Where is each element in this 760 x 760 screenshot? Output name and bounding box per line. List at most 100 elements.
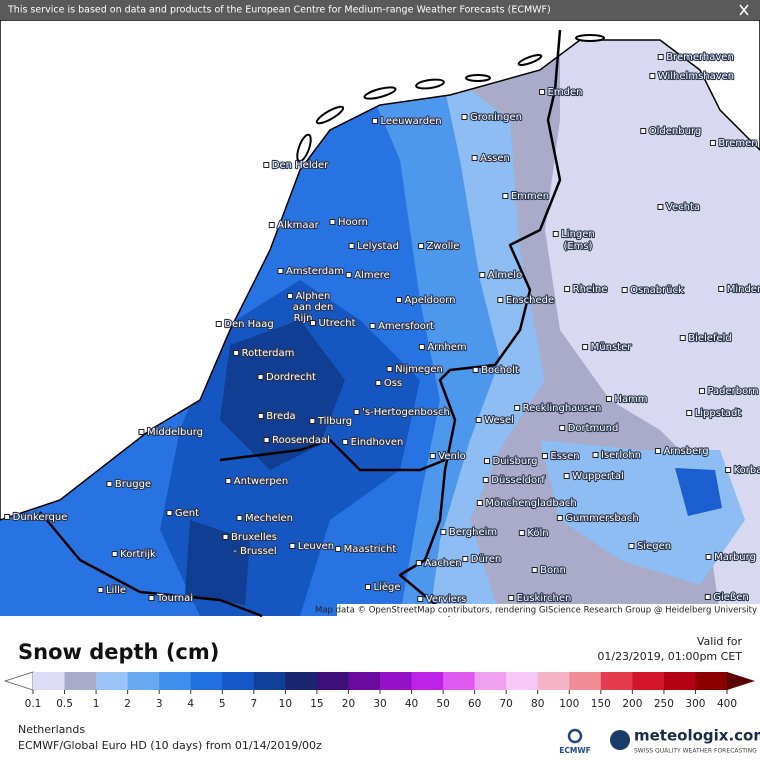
city-label: Dunkerque: [13, 512, 68, 523]
legend-swatch: [190, 672, 223, 690]
snow-area: [220, 320, 345, 470]
legend-label: 30: [373, 698, 386, 710]
city-marker: [106, 481, 113, 487]
legend-swatch: [127, 672, 160, 690]
city-marker: [364, 584, 371, 590]
city-marker: [263, 162, 270, 168]
city-marker: [628, 543, 635, 549]
city-marker: [287, 293, 294, 299]
legend-swatch: [695, 672, 728, 690]
city-marker: [138, 429, 145, 435]
city-marker: [345, 272, 352, 278]
city-label: Mönchengladbach: [485, 498, 576, 509]
city-label: Oss: [384, 378, 402, 389]
city-marker: [484, 458, 490, 464]
city-label: Den Helder: [272, 160, 329, 171]
city-marker: [225, 478, 232, 484]
city-label: Zwolle: [427, 241, 460, 252]
legend-label: 150: [591, 698, 611, 710]
city-marker: [657, 54, 664, 60]
legend-label: 0.1: [25, 698, 42, 710]
close-button[interactable]: [736, 3, 752, 17]
city-marker: [148, 595, 155, 601]
city-marker: [386, 366, 393, 372]
city-label: Dordrecht: [266, 372, 316, 383]
city-label: Oldenburg: [649, 126, 701, 137]
city-label: Verviers: [426, 594, 467, 605]
city-marker: [396, 297, 403, 303]
legend-swatch: [632, 672, 665, 690]
city-label: Gießen: [713, 592, 748, 603]
city-marker: [475, 417, 482, 423]
city-label: Rheine: [573, 284, 608, 295]
attribution-box: [337, 604, 760, 616]
ecmwf-icon: [567, 728, 583, 744]
legend-swatch: [474, 672, 507, 690]
city-label: Rijn: [294, 313, 313, 324]
city-label: Bruxelles: [231, 532, 277, 543]
city-marker: [552, 231, 559, 237]
legend-swatch: [222, 672, 255, 690]
city-label: Bremerhaven: [666, 52, 734, 63]
city-label: Alphen: [296, 291, 331, 302]
city-marker: [582, 344, 589, 350]
legend: 0.1 0.5 1 2 3 4 5 7 10 15 20 30 40 50 60 70 80 100 150 200 2…: [3, 671, 755, 710]
legend-label: 40: [405, 698, 418, 710]
legend-swatch: [537, 672, 570, 690]
city-marker: [97, 587, 104, 593]
city-label: Münster: [591, 342, 633, 353]
legend-swatch: [33, 672, 66, 690]
city-marker: [440, 529, 447, 535]
city-label: aan den: [293, 302, 334, 313]
city-label: Mechelen: [245, 513, 293, 524]
city-label: Den Haag: [224, 319, 274, 330]
city-label: Assen: [480, 153, 510, 164]
city-marker: [479, 272, 486, 278]
city-label: Euskirchen: [517, 593, 572, 604]
city-label: Alkmaar: [277, 220, 319, 231]
city-marker: [472, 367, 479, 373]
city-marker: [482, 477, 489, 483]
city-labels: Bremerhaven Wilhelmshaven Emden Leeuwarden G…: [4, 51, 760, 606]
city-label: Bocholt: [481, 365, 519, 376]
city-label: Lille: [106, 585, 126, 596]
city-marker: [371, 118, 378, 124]
legend-label: 0.5: [56, 698, 73, 710]
city-marker: [233, 350, 240, 356]
city-label: Vechta: [666, 202, 700, 213]
city-marker: [417, 596, 424, 602]
ecmwf-logo: ECMWF: [559, 746, 591, 755]
city-label: Bremen: [718, 138, 757, 149]
city-marker: [649, 73, 656, 79]
city-label: Hamm: [614, 394, 647, 405]
legend-label: 100: [559, 698, 579, 710]
city-label: Hoorn: [338, 217, 368, 228]
city-marker: [111, 551, 118, 557]
close-icon[interactable]: [739, 4, 749, 16]
city-label: Roosendaal: [272, 435, 330, 446]
city-label: Arnsberg: [663, 446, 708, 457]
legend-under: [3, 671, 34, 691]
city-marker: [657, 204, 664, 210]
legend-label: 60: [468, 698, 481, 710]
city-label: Arnhem: [427, 342, 466, 353]
city-marker: [236, 515, 243, 521]
city-marker: [592, 452, 599, 458]
legend-swatch: [506, 672, 539, 690]
legend-swatch: [316, 672, 349, 690]
city-label: Amsterdam: [286, 266, 344, 277]
attribution: Map data © OpenStreetMap contributors, r…: [315, 606, 757, 616]
city-label: Emden: [548, 87, 583, 98]
city-marker: [462, 556, 469, 562]
city-label: Apeldoorn: [405, 295, 456, 306]
tagline: SWISS QUALITY WEATHER FORECASTING: [634, 748, 757, 755]
city-label: 's-Hertogenbosch: [362, 407, 450, 418]
city-marker: [556, 515, 563, 521]
city-label: Lelystad: [357, 241, 399, 252]
city-marker: [329, 219, 336, 225]
legend-title: Snow depth (cm): [18, 640, 219, 664]
city-label: Wilhelmshaven: [658, 71, 734, 82]
city-marker: [654, 448, 661, 454]
city-marker: [705, 554, 712, 560]
city-marker: [263, 437, 270, 443]
